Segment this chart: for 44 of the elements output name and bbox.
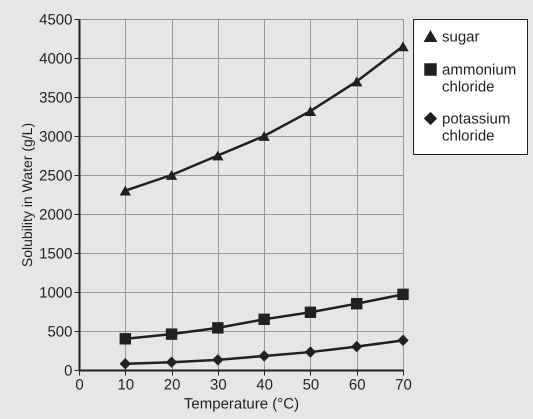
y-tick-label: 4000: [39, 50, 72, 68]
legend-label: ammonium chloride: [442, 62, 516, 96]
y-tick-label: 0: [64, 362, 72, 380]
x-tick-label: 50: [302, 376, 320, 394]
y-tick-label: 2000: [39, 206, 72, 224]
point: [397, 288, 409, 300]
point: [351, 76, 362, 86]
point: [397, 334, 409, 346]
x-axis-title: Temperature (°C): [184, 396, 300, 412]
point: [258, 314, 270, 325]
y-tick-label: 3500: [39, 90, 72, 106]
point: [212, 354, 224, 366]
point: [166, 170, 178, 180]
point: [166, 328, 178, 340]
point: [212, 150, 224, 160]
y-tick-label: 1500: [39, 246, 72, 262]
x-tick-label: 30: [210, 376, 227, 394]
point: [351, 298, 362, 310]
x-tick-label: 60: [348, 376, 366, 394]
x-tick-label: 70: [395, 376, 412, 394]
y-axis-title: Solubility in Water (g/L): [19, 122, 36, 268]
y-tick-label: 500: [47, 324, 72, 340]
x-tick-label: 10: [117, 376, 134, 394]
point: [304, 346, 316, 358]
point: [120, 186, 131, 196]
point: [397, 41, 409, 52]
point: [258, 350, 270, 362]
y-tick-label: 1000: [39, 284, 72, 302]
point: [212, 322, 224, 334]
point: [351, 340, 362, 352]
point: [120, 333, 131, 344]
point: [166, 356, 178, 368]
y-tick-label: 2500: [39, 168, 72, 184]
point: [304, 106, 316, 116]
point: [258, 131, 270, 141]
x-tick-label: 40: [256, 376, 273, 394]
y-tick-label: 3000: [39, 128, 72, 146]
legend-label: sugar: [442, 28, 480, 46]
x-tick-label: 0: [75, 376, 84, 394]
y-tick-label: 4500: [39, 12, 72, 28]
x-tick-label: 20: [164, 376, 180, 394]
legend-label: potassium chloride: [442, 110, 510, 144]
point: [120, 358, 131, 370]
point: [304, 306, 316, 318]
